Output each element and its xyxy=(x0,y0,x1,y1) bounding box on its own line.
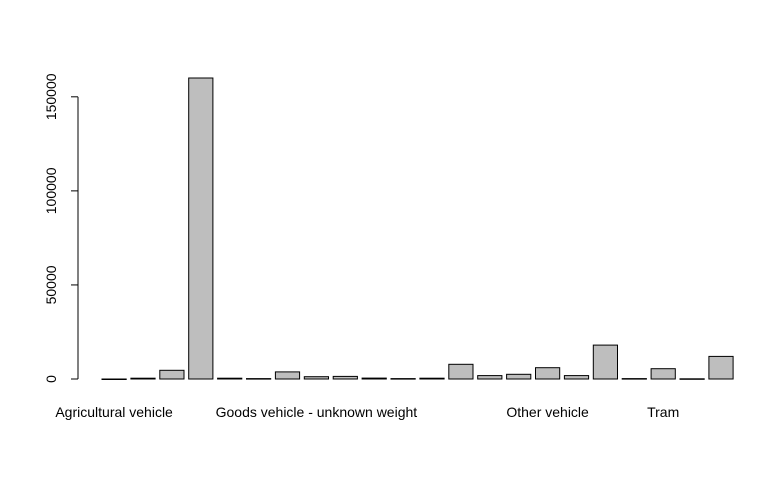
bar xyxy=(679,378,705,380)
x-axis-labels: Agricultural vehicle Goods vehicle - unkn… xyxy=(55,404,679,420)
y-tick-label: 0 xyxy=(43,375,59,383)
y-tick-label: 150000 xyxy=(43,73,59,120)
x-category-label: Other vehicle xyxy=(506,404,589,420)
bar xyxy=(621,378,647,380)
bar xyxy=(708,355,734,380)
x-category-label: Agricultural vehicle xyxy=(55,404,173,420)
bar xyxy=(535,367,561,380)
bar xyxy=(274,371,301,380)
bar xyxy=(390,378,416,380)
bar xyxy=(592,344,618,380)
y-tick-label: 50000 xyxy=(43,265,59,304)
bar xyxy=(563,375,590,380)
x-category-label: Tram xyxy=(647,404,679,420)
bar xyxy=(130,377,156,380)
y-tick-label: 100000 xyxy=(43,167,59,214)
bar xyxy=(650,368,676,380)
bar xyxy=(477,375,503,380)
bars xyxy=(101,77,734,380)
bar xyxy=(332,375,358,380)
bar xyxy=(506,373,532,380)
bar xyxy=(303,376,329,380)
y-axis: 0 50000 100000 150000 xyxy=(43,73,79,383)
bar xyxy=(246,378,272,380)
bar xyxy=(448,363,474,380)
bar xyxy=(159,369,185,380)
bar xyxy=(101,378,127,380)
bar xyxy=(217,377,243,380)
bar xyxy=(419,377,445,380)
x-category-label: Goods vehicle - unknown weight xyxy=(216,404,418,420)
bar xyxy=(361,377,387,380)
bar xyxy=(188,77,214,380)
